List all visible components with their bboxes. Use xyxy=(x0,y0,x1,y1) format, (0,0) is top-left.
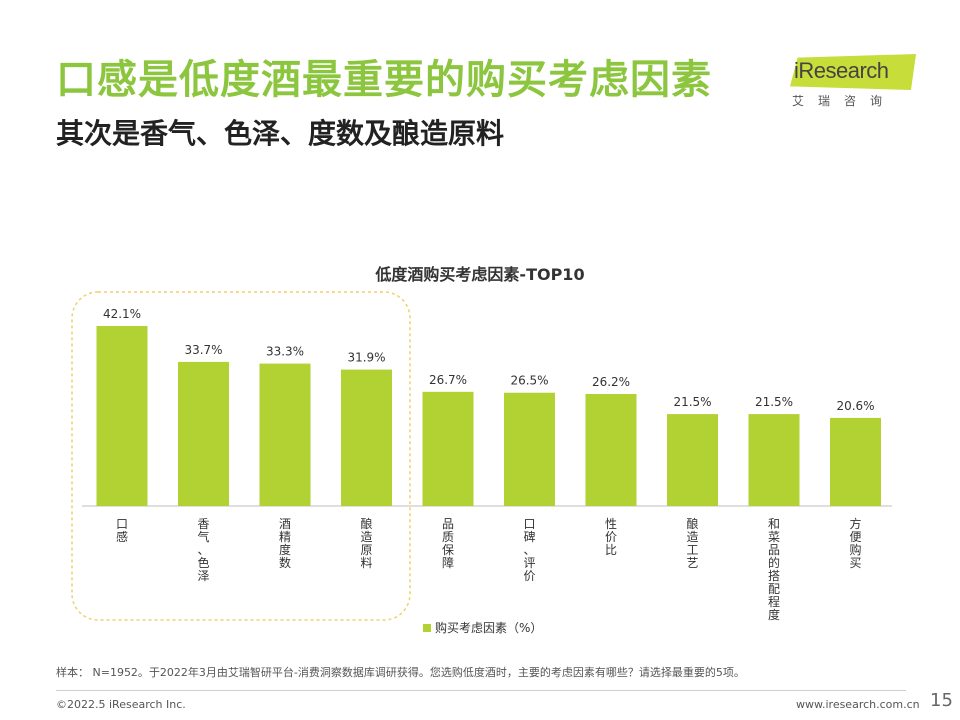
category-label-10: 方便购买 xyxy=(849,516,861,570)
page-title: 口感是低度酒最重要的购买考虑因素 xyxy=(56,57,712,103)
bar-6 xyxy=(504,392,555,506)
value-label-8: 21.5% xyxy=(673,395,711,409)
value-label-10: 20.6% xyxy=(836,399,874,413)
category-label-4: 酿造原料 xyxy=(360,516,372,570)
bar-2 xyxy=(178,361,229,506)
value-label-3: 33.3% xyxy=(266,345,304,359)
footnote: 样本： N=1952。于2022年3月由艾瑞智研平台-消费洞察数据库调研获得。您… xyxy=(56,666,745,679)
bars-group xyxy=(96,326,881,506)
page-subtitle: 其次是香气、色泽、度数及酿造原料 xyxy=(56,117,505,150)
bar-8 xyxy=(667,414,718,506)
category-label-8: 酿造工艺 xyxy=(686,516,698,570)
value-label-9: 21.5% xyxy=(755,395,793,409)
bar-9 xyxy=(748,414,800,506)
logo-cn-text: 艾瑞咨询 xyxy=(792,94,897,108)
bar-4 xyxy=(341,369,392,506)
copyright: ©2022.5 iResearch Inc. xyxy=(56,698,186,711)
value-labels-group: 42.1% 33.7% 33.3% 31.9% 26.7% 26.5% 26.2% 21.5%… xyxy=(103,307,875,413)
value-label-1: 42.1% xyxy=(103,307,141,321)
legend: 购买考虑因素（%） xyxy=(423,620,542,635)
legend-swatch xyxy=(423,624,431,632)
logo-brand-text: iResearch xyxy=(794,58,889,83)
value-label-5: 26.7% xyxy=(429,373,467,387)
iresearch-logo: iResearch 艾瑞咨询 xyxy=(790,52,920,112)
value-label-2: 33.7% xyxy=(184,343,222,357)
bar-10 xyxy=(830,417,881,506)
category-label-6: 口碑、评价 xyxy=(523,517,535,583)
legend-label: 购买考虑因素（%） xyxy=(435,620,542,635)
footer-divider xyxy=(56,690,906,691)
value-label-6: 26.5% xyxy=(510,374,548,388)
bar-7 xyxy=(585,394,637,506)
category-label-5: 品质保障 xyxy=(442,517,454,570)
category-label-9: 和菜品的搭配程度 xyxy=(768,517,780,622)
bar-3 xyxy=(259,363,311,506)
website-link[interactable]: www.iresearch.com.cn xyxy=(796,698,920,711)
bar-1 xyxy=(96,326,148,506)
logo-band xyxy=(790,54,916,90)
value-label-7: 26.2% xyxy=(592,375,630,389)
category-label-3: 酒精度数 xyxy=(279,517,291,570)
category-label-7: 性价比 xyxy=(605,517,617,557)
bar-5 xyxy=(422,391,474,506)
category-label-1: 口感 xyxy=(116,517,128,544)
highlight-frame xyxy=(71,291,411,621)
page-number: 15 xyxy=(930,690,953,711)
value-label-4: 31.9% xyxy=(347,351,385,365)
chart-title: 低度酒购买考虑因素-TOP10 xyxy=(374,265,584,284)
category-label-2: 香气、色泽 xyxy=(197,517,209,583)
category-labels-group: 口感 香气、色泽 酒精度数 酿造原料 品质保障 口碑、评价 性价比 酿造工艺 和菜品的搭配程度 方… xyxy=(116,516,862,622)
